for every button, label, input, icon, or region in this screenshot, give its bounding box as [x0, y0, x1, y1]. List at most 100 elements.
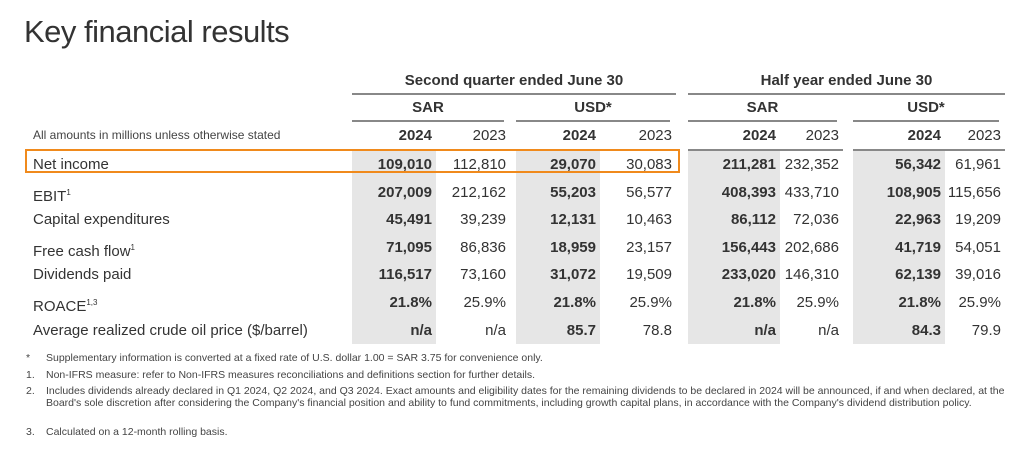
value-cell: 112,810 — [452, 156, 506, 173]
value-cell: 41,719 — [853, 233, 945, 262]
value-cell: 45,491 — [352, 206, 436, 234]
value-cell: 25.9% — [463, 293, 506, 311]
spacer — [0, 68, 352, 95]
value-cell: 21.8% — [853, 288, 945, 317]
value-cell: 23,157 — [626, 238, 672, 256]
year-header: 2023 — [600, 122, 676, 151]
spacer — [0, 261, 25, 289]
row-label-text: Free cash flow — [33, 242, 131, 260]
footnote-text: Supplementary information is converted a… — [46, 352, 543, 364]
row-label: EBIT1 — [25, 179, 352, 207]
value-cell: 21.8% — [516, 288, 600, 317]
net-income-highlight-box — [25, 149, 680, 173]
value-cell: 115,656 — [947, 183, 1001, 201]
value-cell: 62,139 — [853, 261, 945, 289]
value-cell: 211,281 — [688, 151, 780, 179]
group-header-half-year: Half year ended June 30 — [688, 68, 1005, 95]
value-cell: n/a — [818, 321, 839, 339]
value-cell: 19,209 — [955, 211, 1001, 229]
value-cell: 232,352 — [784, 156, 839, 173]
value-cell: 29,070 — [516, 151, 600, 179]
row-label: Free cash flow1 — [25, 234, 352, 262]
value-cell: 109,010 — [352, 151, 436, 179]
row-label: ROACE1,3 — [25, 289, 352, 317]
value-cell: 61,961 — [955, 156, 1001, 173]
value-cell: 31,072 — [516, 261, 600, 289]
value-cell: 39,239 — [460, 211, 506, 229]
value-cell: 408,393 — [688, 178, 780, 207]
value-cell: 85.7 — [516, 316, 600, 345]
footnote-key: 3. — [26, 426, 35, 438]
row-label: Average realized crude oil price ($/barr… — [25, 317, 352, 345]
value-cell: 19,509 — [626, 266, 672, 284]
value-cell: 78.8 — [642, 321, 672, 339]
value-cell: 21.8% — [688, 288, 780, 317]
value-cell: n/a — [485, 321, 506, 339]
value-cell: 54,051 — [955, 238, 1001, 256]
group-header-quarter: Second quarter ended June 30 — [352, 68, 676, 95]
spacer — [0, 206, 25, 234]
spacer — [0, 289, 25, 317]
row-label-text: Net income — [33, 156, 109, 173]
footnote-ref: 1 — [66, 187, 71, 197]
year-header: 2023 — [945, 122, 1005, 151]
page-title: Key financial results — [24, 14, 290, 49]
value-cell: 212,162 — [451, 183, 506, 201]
footnote-text: Calculated on a 12-month rolling basis. — [46, 426, 228, 438]
financial-results-table: Second quarter ended June 30 Half year en… — [0, 68, 1005, 345]
currency-header: SAR — [688, 95, 837, 122]
row-label: Net income — [25, 151, 352, 179]
year-header: 2024 — [352, 122, 436, 151]
currency-header: USD* — [853, 95, 999, 122]
row-label: Capital expenditures — [25, 206, 352, 234]
value-cell: 10,463 — [626, 211, 672, 229]
value-cell: 71,095 — [352, 233, 436, 262]
value-cell: 156,443 — [688, 233, 780, 262]
year-header: 2023 — [780, 122, 843, 151]
footnote-key: * — [26, 352, 31, 364]
footnote-ref: 1 — [130, 242, 135, 252]
value-cell: 108,905 — [853, 178, 945, 207]
value-cell: 18,959 — [516, 233, 600, 262]
value-cell: 39,016 — [955, 266, 1001, 284]
value-cell: 25.9% — [958, 293, 1001, 311]
value-cell: 25.9% — [796, 293, 839, 311]
spacer — [0, 179, 25, 207]
year-header: 2024 — [516, 122, 600, 151]
value-cell: 72,036 — [793, 211, 839, 229]
spacer — [0, 95, 352, 122]
row-label-text: EBIT — [33, 187, 67, 205]
footnote-text: Non-IFRS measure: refer to Non-IFRS meas… — [46, 369, 536, 381]
row-label: Dividends paid — [25, 261, 352, 289]
footnote-ref: 1,3 — [86, 297, 98, 307]
footnote-text: Includes dividends already declared in Q… — [46, 385, 1005, 409]
footnote-key: 1. — [26, 369, 35, 381]
year-header: 2024 — [853, 122, 945, 151]
value-cell: 25.9% — [629, 293, 672, 311]
value-cell: 22,963 — [853, 206, 945, 234]
currency-header: SAR — [352, 95, 504, 122]
value-cell: 79.9 — [971, 321, 1001, 339]
value-cell: 86,836 — [460, 238, 506, 256]
year-header: 2024 — [688, 122, 780, 151]
value-cell: n/a — [352, 316, 436, 345]
footnote-key: 2. — [26, 385, 35, 397]
year-header: 2023 — [436, 122, 510, 151]
units-note: All amounts in millions unless otherwise… — [33, 128, 281, 142]
value-cell: 86,112 — [688, 206, 780, 234]
row-label-text: ROACE — [33, 297, 87, 315]
value-cell: 207,009 — [352, 178, 436, 207]
spacer — [676, 68, 688, 95]
currency-header: USD* — [516, 95, 670, 122]
value-cell: 146,310 — [784, 266, 839, 284]
row-label-text: Average realized crude oil price ($/barr… — [33, 321, 308, 339]
row-label-text: Capital expenditures — [33, 211, 170, 229]
spacer — [0, 317, 25, 345]
value-cell: 433,710 — [784, 183, 839, 201]
spacer — [0, 151, 25, 179]
value-cell: 233,020 — [688, 261, 780, 289]
value-cell: 12,131 — [516, 206, 600, 234]
value-cell: 30,083 — [626, 156, 672, 173]
spacer — [0, 234, 25, 262]
value-cell: 202,686 — [784, 238, 839, 256]
